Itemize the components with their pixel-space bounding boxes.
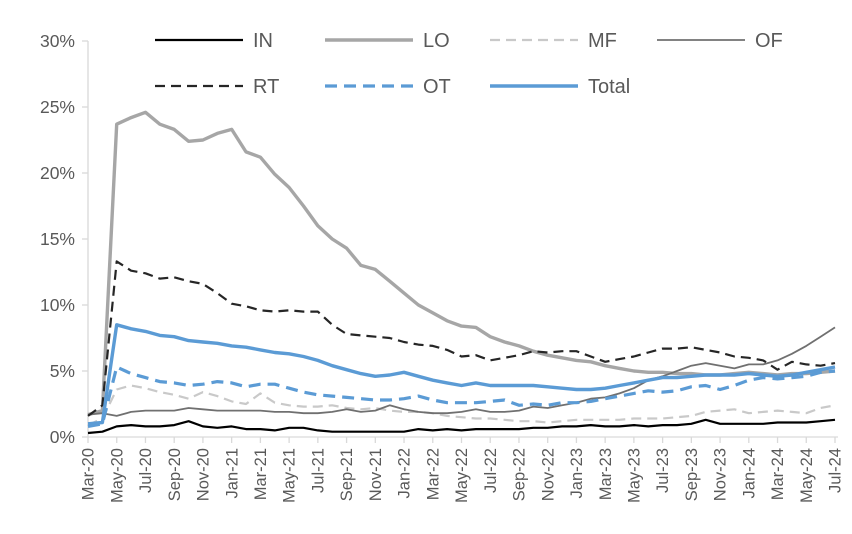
x-tick-label: Sep-22 [511,448,529,501]
series-line-OF [87,326,836,417]
x-tick-label: Nov-21 [367,448,385,501]
legend-item-IN: IN [155,30,273,52]
legend-label-MF: MF [588,30,617,52]
x-tick-label: Sep-20 [166,448,184,501]
x-tick-label: May-24 [798,448,816,503]
legend-label-OT: OT [423,76,451,98]
y-tick-label: 15% [40,229,75,249]
y-tick-label: 25% [40,97,75,117]
legend-label-RT: RT [253,76,279,98]
x-tick-label: Jan-22 [396,448,414,498]
legend-item-MF: MF [490,30,617,52]
legend-item-LO: LO [325,30,450,52]
x-tick-label: Mar-24 [769,448,787,500]
x-tick-label: May-22 [453,448,471,503]
y-tick-label: 5% [50,361,75,381]
legend-item-OT: OT [325,76,451,98]
legend-label-LO: LO [423,30,450,52]
x-tick-label: May-21 [281,448,299,503]
x-tick-label: Nov-22 [539,448,557,501]
y-tick-label: 10% [40,295,75,315]
x-tick-label: Jan-21 [223,448,241,498]
y-tick-label: 0% [50,427,75,447]
x-tick-label: Nov-20 [195,448,213,501]
legend-item-Total: Total [490,76,630,98]
x-tick-label: Mar-23 [597,448,615,500]
x-tick-label: Jul-21 [309,448,327,493]
x-tick-label: Jan-23 [568,448,586,498]
x-tick-label: Jul-24 [827,448,845,493]
y-tick-label: 20% [40,163,75,183]
x-tick-label: May-23 [625,448,643,503]
series-line-Total [87,323,836,426]
legend-item-RT: RT [155,76,279,98]
legend-label-Total: Total [588,76,630,98]
x-tick-label: Mar-21 [252,448,270,500]
x-tick-label: Sep-23 [683,448,701,501]
x-tick-label: Nov-23 [712,448,730,501]
x-tick-label: Jul-22 [482,448,500,493]
series-line-LO [87,110,836,417]
x-tick-label: Mar-20 [80,448,98,500]
series-line-MF [87,384,836,427]
legend-item-OF: OF [657,30,783,52]
legend-label-IN: IN [253,30,273,52]
x-tick-label: Sep-21 [338,448,356,501]
x-tick-label: Jul-23 [654,448,672,493]
x-tick-label: Jan-24 [740,448,758,498]
legend-label-OF: OF [755,30,783,52]
x-tick-label: Mar-22 [424,448,442,500]
x-tick-label: May-20 [108,448,126,503]
x-tick-label: Jul-20 [137,448,155,493]
series-line-OT [87,365,836,428]
y-tick-label: 30% [40,31,75,51]
series-line-IN [87,418,836,435]
series-line-RT [87,260,836,417]
